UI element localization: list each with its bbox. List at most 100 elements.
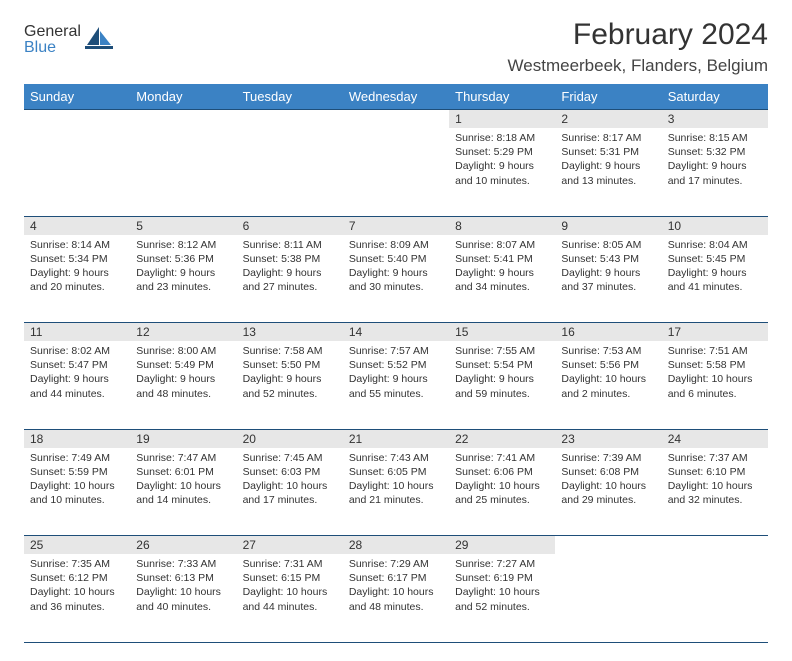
day-number-cell: 22 xyxy=(449,429,555,448)
day-details: Sunrise: 8:05 AMSunset: 5:43 PMDaylight:… xyxy=(561,238,655,295)
day-number-cell: 11 xyxy=(24,323,130,342)
day-number-cell: 9 xyxy=(555,216,661,235)
day-number-cell xyxy=(343,110,449,129)
day-details: Sunrise: 8:09 AMSunset: 5:40 PMDaylight:… xyxy=(349,238,443,295)
day-number-cell: 28 xyxy=(343,536,449,555)
day-content-row: Sunrise: 8:18 AMSunset: 5:29 PMDaylight:… xyxy=(24,128,768,216)
day-number-row: 2526272829 xyxy=(24,536,768,555)
day-details: Sunrise: 7:53 AMSunset: 5:56 PMDaylight:… xyxy=(561,344,655,401)
day-number-cell xyxy=(662,536,768,555)
day-cell: Sunrise: 7:57 AMSunset: 5:52 PMDaylight:… xyxy=(343,341,449,429)
weekday-header: Saturday xyxy=(662,84,768,110)
day-cell xyxy=(662,554,768,642)
day-number-cell: 19 xyxy=(130,429,236,448)
day-cell: Sunrise: 8:00 AMSunset: 5:49 PMDaylight:… xyxy=(130,341,236,429)
day-cell: Sunrise: 7:35 AMSunset: 6:12 PMDaylight:… xyxy=(24,554,130,642)
day-cell: Sunrise: 7:51 AMSunset: 5:58 PMDaylight:… xyxy=(662,341,768,429)
day-details: Sunrise: 7:27 AMSunset: 6:19 PMDaylight:… xyxy=(455,557,549,614)
day-number-row: 11121314151617 xyxy=(24,323,768,342)
day-cell: Sunrise: 7:39 AMSunset: 6:08 PMDaylight:… xyxy=(555,448,661,536)
day-cell xyxy=(555,554,661,642)
day-cell: Sunrise: 8:05 AMSunset: 5:43 PMDaylight:… xyxy=(555,235,661,323)
day-details: Sunrise: 7:47 AMSunset: 6:01 PMDaylight:… xyxy=(136,451,230,508)
day-number-cell xyxy=(130,110,236,129)
day-cell: Sunrise: 7:31 AMSunset: 6:15 PMDaylight:… xyxy=(237,554,343,642)
day-cell: Sunrise: 8:15 AMSunset: 5:32 PMDaylight:… xyxy=(662,128,768,216)
day-number-cell: 13 xyxy=(237,323,343,342)
day-number-cell xyxy=(237,110,343,129)
day-number-cell xyxy=(555,536,661,555)
day-details: Sunrise: 7:57 AMSunset: 5:52 PMDaylight:… xyxy=(349,344,443,401)
day-cell: Sunrise: 7:33 AMSunset: 6:13 PMDaylight:… xyxy=(130,554,236,642)
day-details: Sunrise: 8:18 AMSunset: 5:29 PMDaylight:… xyxy=(455,131,549,188)
page-header: General Blue February 2024 Westmeerbeek,… xyxy=(24,18,768,76)
day-cell: Sunrise: 8:09 AMSunset: 5:40 PMDaylight:… xyxy=(343,235,449,323)
day-cell: Sunrise: 7:47 AMSunset: 6:01 PMDaylight:… xyxy=(130,448,236,536)
day-details: Sunrise: 8:04 AMSunset: 5:45 PMDaylight:… xyxy=(668,238,762,295)
day-details: Sunrise: 7:43 AMSunset: 6:05 PMDaylight:… xyxy=(349,451,443,508)
weekday-header-row: Sunday Monday Tuesday Wednesday Thursday… xyxy=(24,84,768,110)
day-number-cell: 7 xyxy=(343,216,449,235)
day-number-cell: 14 xyxy=(343,323,449,342)
day-number-cell: 25 xyxy=(24,536,130,555)
day-number-row: 123 xyxy=(24,110,768,129)
day-number-cell: 4 xyxy=(24,216,130,235)
day-details: Sunrise: 7:41 AMSunset: 6:06 PMDaylight:… xyxy=(455,451,549,508)
day-number-cell: 10 xyxy=(662,216,768,235)
day-number-cell: 1 xyxy=(449,110,555,129)
logo-top-text: General xyxy=(24,24,81,40)
day-cell: Sunrise: 8:07 AMSunset: 5:41 PMDaylight:… xyxy=(449,235,555,323)
day-cell: Sunrise: 7:55 AMSunset: 5:54 PMDaylight:… xyxy=(449,341,555,429)
day-cell xyxy=(343,128,449,216)
logo-text: General Blue xyxy=(24,24,81,56)
day-cell xyxy=(24,128,130,216)
day-number-row: 45678910 xyxy=(24,216,768,235)
day-cell: Sunrise: 8:02 AMSunset: 5:47 PMDaylight:… xyxy=(24,341,130,429)
day-number-cell: 27 xyxy=(237,536,343,555)
logo-bottom-text: Blue xyxy=(24,40,81,56)
logo: General Blue xyxy=(24,18,113,56)
month-title: February 2024 xyxy=(508,18,768,52)
weekday-header: Tuesday xyxy=(237,84,343,110)
day-number-row: 18192021222324 xyxy=(24,429,768,448)
day-number-cell: 3 xyxy=(662,110,768,129)
weekday-header: Thursday xyxy=(449,84,555,110)
day-number-cell: 20 xyxy=(237,429,343,448)
day-number-cell: 29 xyxy=(449,536,555,555)
day-cell: Sunrise: 8:17 AMSunset: 5:31 PMDaylight:… xyxy=(555,128,661,216)
day-content-row: Sunrise: 8:14 AMSunset: 5:34 PMDaylight:… xyxy=(24,235,768,323)
day-number-cell: 5 xyxy=(130,216,236,235)
calendar-page: General Blue February 2024 Westmeerbeek,… xyxy=(0,0,792,661)
day-cell: Sunrise: 8:18 AMSunset: 5:29 PMDaylight:… xyxy=(449,128,555,216)
weekday-header: Wednesday xyxy=(343,84,449,110)
day-details: Sunrise: 7:58 AMSunset: 5:50 PMDaylight:… xyxy=(243,344,337,401)
day-cell: Sunrise: 8:12 AMSunset: 5:36 PMDaylight:… xyxy=(130,235,236,323)
day-number-cell: 24 xyxy=(662,429,768,448)
day-details: Sunrise: 7:49 AMSunset: 5:59 PMDaylight:… xyxy=(30,451,124,508)
day-cell: Sunrise: 7:49 AMSunset: 5:59 PMDaylight:… xyxy=(24,448,130,536)
day-cell: Sunrise: 7:58 AMSunset: 5:50 PMDaylight:… xyxy=(237,341,343,429)
day-number-cell: 17 xyxy=(662,323,768,342)
day-details: Sunrise: 8:00 AMSunset: 5:49 PMDaylight:… xyxy=(136,344,230,401)
day-number-cell: 18 xyxy=(24,429,130,448)
day-number-cell: 23 xyxy=(555,429,661,448)
day-cell: Sunrise: 8:14 AMSunset: 5:34 PMDaylight:… xyxy=(24,235,130,323)
day-cell xyxy=(237,128,343,216)
day-cell: Sunrise: 8:11 AMSunset: 5:38 PMDaylight:… xyxy=(237,235,343,323)
day-details: Sunrise: 7:29 AMSunset: 6:17 PMDaylight:… xyxy=(349,557,443,614)
day-number-cell: 21 xyxy=(343,429,449,448)
day-details: Sunrise: 8:11 AMSunset: 5:38 PMDaylight:… xyxy=(243,238,337,295)
day-details: Sunrise: 8:07 AMSunset: 5:41 PMDaylight:… xyxy=(455,238,549,295)
day-details: Sunrise: 8:12 AMSunset: 5:36 PMDaylight:… xyxy=(136,238,230,295)
title-block: February 2024 Westmeerbeek, Flanders, Be… xyxy=(508,18,768,76)
weekday-header: Monday xyxy=(130,84,236,110)
day-number-cell: 26 xyxy=(130,536,236,555)
day-cell: Sunrise: 8:04 AMSunset: 5:45 PMDaylight:… xyxy=(662,235,768,323)
day-cell: Sunrise: 7:41 AMSunset: 6:06 PMDaylight:… xyxy=(449,448,555,536)
day-cell: Sunrise: 7:45 AMSunset: 6:03 PMDaylight:… xyxy=(237,448,343,536)
day-details: Sunrise: 7:37 AMSunset: 6:10 PMDaylight:… xyxy=(668,451,762,508)
day-details: Sunrise: 7:45 AMSunset: 6:03 PMDaylight:… xyxy=(243,451,337,508)
day-number-cell: 6 xyxy=(237,216,343,235)
calendar-table: Sunday Monday Tuesday Wednesday Thursday… xyxy=(24,84,768,643)
day-details: Sunrise: 8:15 AMSunset: 5:32 PMDaylight:… xyxy=(668,131,762,188)
